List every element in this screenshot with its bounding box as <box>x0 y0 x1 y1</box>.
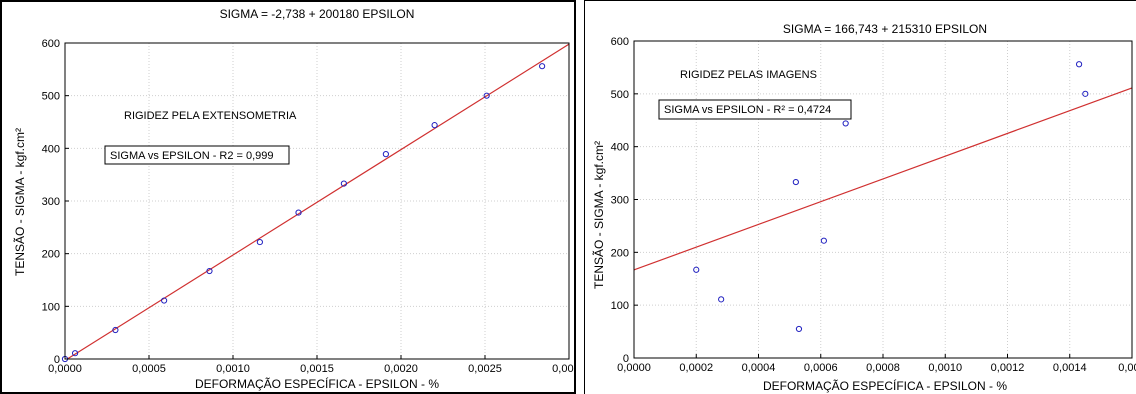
x-tick-label: 0,0014 <box>1053 362 1087 374</box>
data-point <box>539 63 546 70</box>
data-point <box>820 237 827 244</box>
x-tick-label: 0,0020 <box>384 363 418 375</box>
x-tick-label: 0,0006 <box>804 362 838 374</box>
x-tick-label: 0,0000 <box>617 362 651 374</box>
x-tick-label: 0,0005 <box>132 363 166 375</box>
chart-panel-extensometry: SIGMA = -2,738 + 200180 EPSILON 0,0000 0,… <box>0 0 576 394</box>
x-tick-label: 0,0012 <box>991 362 1025 374</box>
y-tick-label: 100 <box>611 300 629 312</box>
data-point <box>71 350 79 357</box>
data-point <box>795 325 803 333</box>
y-tick-label: 600 <box>611 36 629 48</box>
y-tick-label: 200 <box>611 247 629 259</box>
x-tick-label: 0,0000 <box>48 363 82 375</box>
chart-title: SIGMA = -2,738 + 200180 EPSILON <box>220 7 415 21</box>
x-axis-label: DEFORMAÇÃO ESPECÍFICA - EPSILON - % <box>195 376 439 391</box>
y-tick-label: 500 <box>611 89 629 101</box>
data-point <box>340 180 347 187</box>
chart-images: SIGMA = 166,743 + 215310 EPSILON 0,0000 0… <box>592 22 1136 393</box>
r2-legend-text: SIGMA vs EPSILON - R2 = 0,999 <box>110 150 274 162</box>
x-tick-label: 0,0025 <box>468 363 502 375</box>
r2-legend-box <box>658 99 852 120</box>
x-tick-label: 0,0010 <box>216 363 250 375</box>
regression-line <box>633 87 1133 271</box>
data-point <box>431 122 438 129</box>
y-tick-label: 200 <box>42 249 60 261</box>
y-tick-label: 400 <box>611 142 629 154</box>
x-tick-label: 0,0015 <box>300 363 334 375</box>
data-point <box>382 151 389 158</box>
annotation-text: RIGIDEZ PELA EXTENSOMETRIA <box>124 110 297 122</box>
r2-legend-box <box>104 145 290 165</box>
data-point <box>842 120 849 127</box>
y-tick-label: 100 <box>42 301 60 313</box>
x-tick-label: 0,0004 <box>742 362 776 374</box>
data-point <box>693 266 700 273</box>
x-tick-label: 0,0002 <box>679 362 713 374</box>
regression-line <box>66 43 570 360</box>
y-tick-label: 500 <box>42 91 60 103</box>
y-tick-label: 0 <box>623 353 629 365</box>
data-point <box>718 296 725 303</box>
data-point <box>1082 90 1089 97</box>
data-point <box>161 297 168 304</box>
x-tick-label: 0,0010 <box>928 362 962 374</box>
y-tick-label: 600 <box>42 38 60 50</box>
annotation-text: RIGIDEZ PELAS IMAGENS <box>680 69 817 81</box>
chart-extensometry: SIGMA = -2,738 + 200180 EPSILON 0,0000 0,… <box>13 7 574 391</box>
data-point <box>112 326 119 334</box>
x-axis-label: DEFORMAÇÃO ESPECÍFICA - EPSILON - % <box>763 378 1007 393</box>
data-point <box>483 92 490 99</box>
chart-title: SIGMA = 166,743 + 215310 EPSILON <box>783 22 987 36</box>
data-point <box>256 238 263 246</box>
y-tick-label: 300 <box>42 196 60 208</box>
x-tick-label: 0,001 <box>1118 362 1136 374</box>
y-tick-label: 400 <box>42 143 60 155</box>
data-point <box>792 178 799 186</box>
data-point <box>295 209 302 216</box>
data-point <box>206 267 213 275</box>
data-point <box>1075 61 1083 68</box>
x-tick-label: 0,0008 <box>866 362 900 374</box>
y-axis-label: TENSÃO - SIGMA - kgf.cm² <box>592 141 606 289</box>
y-tick-label: 0 <box>54 354 60 366</box>
chart-panel-images: SIGMA = 166,743 + 215310 EPSILON 0,0000 0… <box>584 0 1136 394</box>
y-axis-label: TENSÃO - SIGMA - kgf.cm² <box>13 128 27 276</box>
r2-legend-text: SIGMA vs EPSILON - R² = 0,4724 <box>664 104 831 116</box>
y-tick-label: 300 <box>611 195 629 207</box>
